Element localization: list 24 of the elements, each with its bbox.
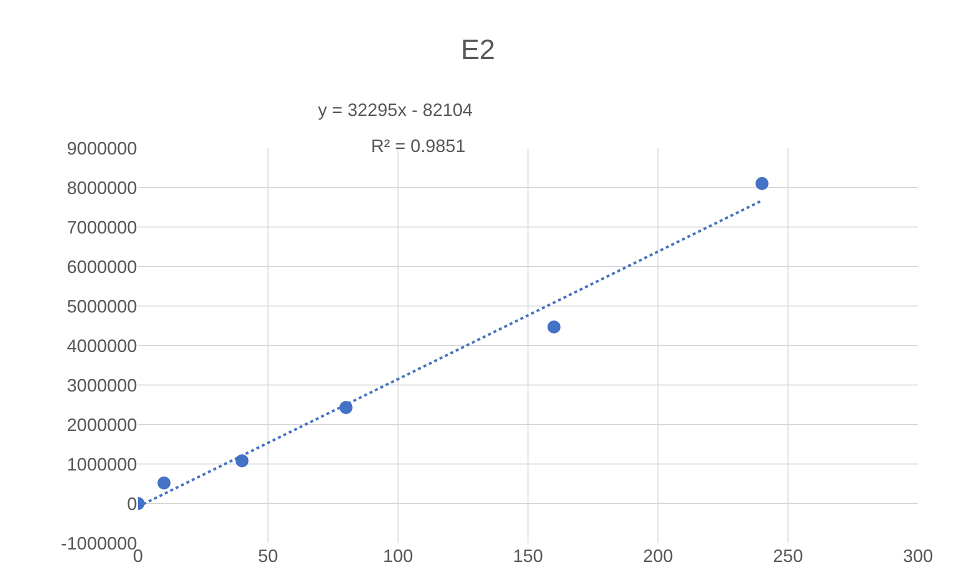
y-tick-label: 4000000	[66, 336, 137, 356]
y-tick-label: 0	[126, 494, 137, 514]
x-tick-label: 250	[772, 546, 804, 566]
x-tick-label: 100	[382, 546, 414, 566]
text: y = 32295x - 82104	[318, 100, 473, 120]
chart-title: E2	[460, 34, 496, 65]
y-tick-label: 7000000	[66, 217, 137, 238]
point	[340, 401, 352, 414]
point	[158, 476, 170, 490]
y-tick-label: 1000000	[66, 454, 137, 474]
x-tick-label: 200	[642, 546, 674, 566]
x-tick-label: 300	[902, 546, 934, 566]
point	[548, 320, 560, 334]
y-tick-label: 2000000	[66, 414, 137, 435]
y-tick-label: 3000000	[66, 375, 137, 396]
x-tick-label: 50	[258, 546, 278, 566]
point	[756, 177, 768, 190]
y-tick-label: 6000000	[66, 256, 137, 277]
y-tick-label: 8000000	[66, 178, 137, 198]
y-tick-label: 5000000	[66, 296, 137, 316]
point	[236, 454, 248, 468]
annotation: R² = 0.9851	[371, 136, 466, 156]
x-tick-label: 150	[512, 546, 544, 566]
y-tick-label: 9000000	[66, 138, 137, 158]
